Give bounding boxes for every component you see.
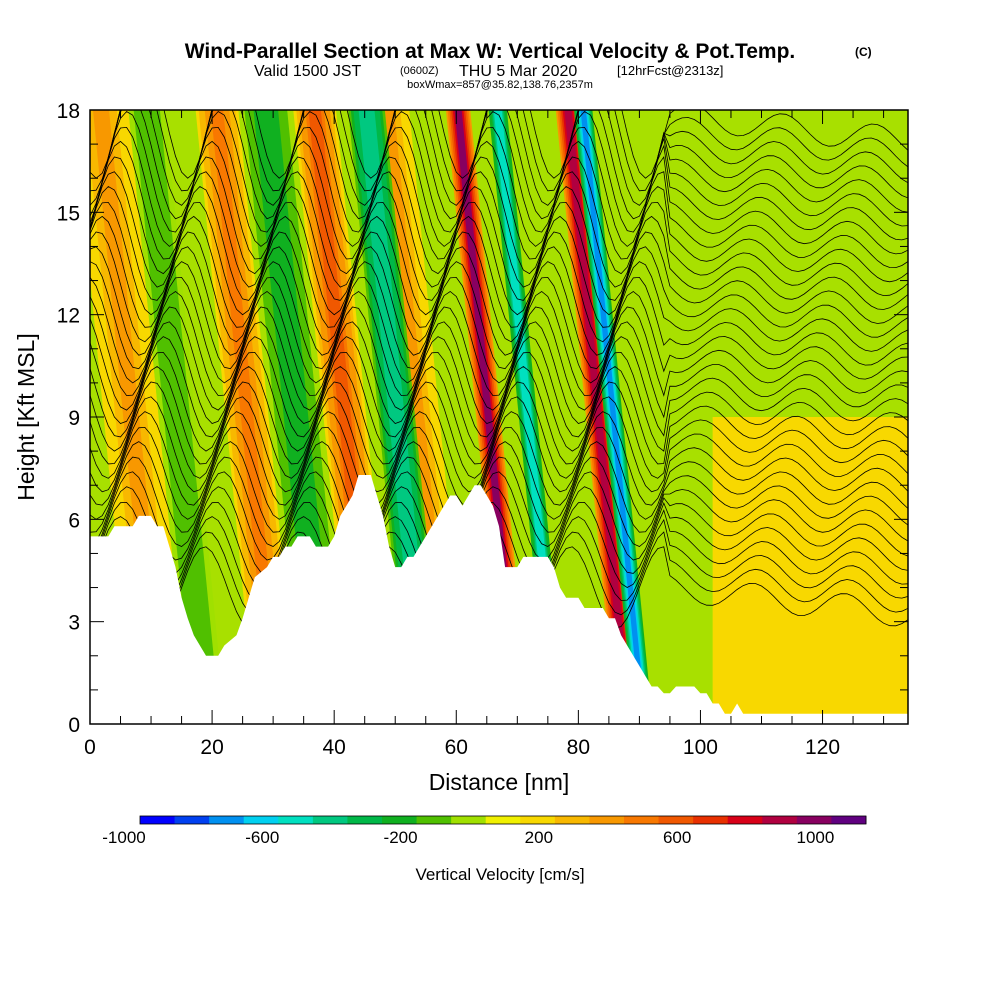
y-tick-label: 12 bbox=[57, 305, 80, 328]
theta-contour-12 bbox=[90, 381, 908, 479]
updraft-band-6-level-6 bbox=[564, 110, 632, 724]
theta-contour-32 bbox=[90, 110, 908, 206]
downdraft-band-5-level-6 bbox=[580, 110, 647, 724]
colorbar-frame bbox=[139, 815, 867, 825]
theta-contour-17 bbox=[90, 306, 908, 411]
forecast-label: [12hrFcst@2313z] bbox=[617, 63, 723, 78]
y-tick-label: 15 bbox=[57, 202, 80, 225]
x-tick-label: 0 bbox=[84, 736, 96, 759]
valid-time: Valid 1500 JST bbox=[254, 63, 362, 80]
colorbar-swatch bbox=[589, 816, 625, 824]
colorbar-swatch bbox=[693, 816, 729, 824]
colorbar-tick-label: -200 bbox=[384, 828, 418, 847]
colorbar-swatch bbox=[451, 816, 487, 824]
colorbar-title: Vertical Velocity [cm/s] bbox=[415, 865, 584, 884]
x-tick-label: 60 bbox=[445, 736, 468, 759]
colorbar-tick-label: -600 bbox=[245, 828, 279, 847]
theta-contour-30 bbox=[90, 110, 908, 233]
colorbar-swatch bbox=[796, 816, 832, 824]
downdraft-band-1-level-6 bbox=[141, 110, 213, 724]
colorbar-labels: -1000 -600 -200 200 600 1000 bbox=[102, 828, 834, 847]
chart-title: Wind-Parallel Section at Max W: Vertical… bbox=[185, 40, 796, 63]
theta-contour-9 bbox=[90, 426, 908, 520]
theta-contour-11 bbox=[90, 396, 908, 493]
colorbar-swatch bbox=[658, 816, 694, 824]
theta-contour-25 bbox=[90, 185, 908, 301]
theta-contour-4 bbox=[90, 501, 908, 588]
y-tick-label: 9 bbox=[68, 407, 80, 430]
theta-contour-26 bbox=[90, 171, 908, 288]
colorbar-tick-label: 1000 bbox=[797, 828, 835, 847]
theta-contour-6 bbox=[90, 471, 908, 561]
x-tick-label: 20 bbox=[200, 736, 223, 759]
chart-title-mark: (C) bbox=[855, 45, 872, 59]
valid-utc: (0600Z) bbox=[400, 65, 439, 77]
terrain-mask bbox=[90, 475, 908, 724]
valid-date: THU 5 Mar 2020 bbox=[459, 63, 577, 80]
colorbar-swatch bbox=[762, 816, 798, 824]
theta-contour-24 bbox=[90, 201, 908, 316]
colorbar-swatch bbox=[312, 816, 348, 824]
y-axis: 0 3 6 9 12 15 18 bbox=[57, 100, 908, 737]
theta-contour-23 bbox=[90, 215, 908, 328]
colorbar-swatch bbox=[140, 816, 176, 824]
colorbar-swatch bbox=[347, 816, 383, 824]
y-tick-label: 6 bbox=[68, 509, 80, 532]
colorbar-swatch bbox=[382, 816, 418, 824]
y-tick-label: 18 bbox=[57, 100, 80, 123]
theta-contour-27 bbox=[90, 155, 908, 275]
colorbar-swatch bbox=[727, 816, 763, 824]
x-tick-label: 80 bbox=[567, 736, 590, 759]
theta-contour-5 bbox=[90, 486, 908, 574]
theta-contour-28 bbox=[90, 140, 908, 260]
theta-contour-29 bbox=[90, 126, 908, 247]
theta-contour-13 bbox=[90, 366, 908, 465]
colorbar-swatch bbox=[520, 816, 556, 824]
theta-contour-8 bbox=[90, 441, 908, 533]
colorbar-swatch bbox=[485, 816, 521, 824]
colorbar-tick-label: -1000 bbox=[102, 828, 145, 847]
colorbar bbox=[139, 815, 867, 825]
colorbar-swatch bbox=[554, 816, 590, 824]
x-tick-label: 40 bbox=[322, 736, 345, 759]
theta-contour-34 bbox=[90, 110, 908, 179]
box-wmax-line: boxWmax=857@35.82,138.76,2357m bbox=[407, 79, 593, 91]
colorbar-swatch bbox=[209, 816, 245, 824]
x-tick-label: 120 bbox=[805, 736, 840, 759]
theta-contour-7 bbox=[90, 456, 908, 547]
colorbar-tick-label: 200 bbox=[525, 828, 553, 847]
theta-contour-19 bbox=[90, 276, 908, 384]
theta-contour-31 bbox=[90, 110, 908, 220]
colorbar-swatch bbox=[831, 816, 867, 824]
colorbar-swatch bbox=[278, 816, 314, 824]
theta-contour-15 bbox=[90, 336, 908, 438]
calm-region bbox=[712, 417, 908, 724]
colorbar-swatch bbox=[243, 816, 279, 824]
x-axis-title: Distance [nm] bbox=[429, 769, 570, 795]
colorbar-swatch bbox=[624, 816, 660, 824]
colorbar-swatch bbox=[174, 816, 210, 824]
theta-contour-14 bbox=[90, 351, 908, 452]
x-tick-label: 100 bbox=[683, 736, 718, 759]
y-axis-title: Height [Kft MSL] bbox=[13, 333, 39, 500]
theta-contour-22 bbox=[90, 231, 908, 343]
theta-contour-21 bbox=[90, 246, 908, 356]
theta-contour-10 bbox=[90, 411, 908, 506]
colorbar-swatch bbox=[416, 816, 452, 824]
x-axis: 0 20 40 60 80 100 120 bbox=[84, 110, 885, 759]
theta-contour-18 bbox=[90, 291, 908, 397]
theta-contour-16 bbox=[90, 321, 908, 424]
colorbar-tick-label: 600 bbox=[663, 828, 691, 847]
valid-line: Valid 1500 JST (0600Z) THU 5 Mar 2020 [1… bbox=[254, 63, 723, 80]
theta-contour-20 bbox=[90, 261, 908, 370]
y-tick-label: 0 bbox=[68, 714, 80, 737]
y-tick-label: 3 bbox=[68, 612, 80, 635]
theta-contour-33 bbox=[90, 110, 908, 192]
